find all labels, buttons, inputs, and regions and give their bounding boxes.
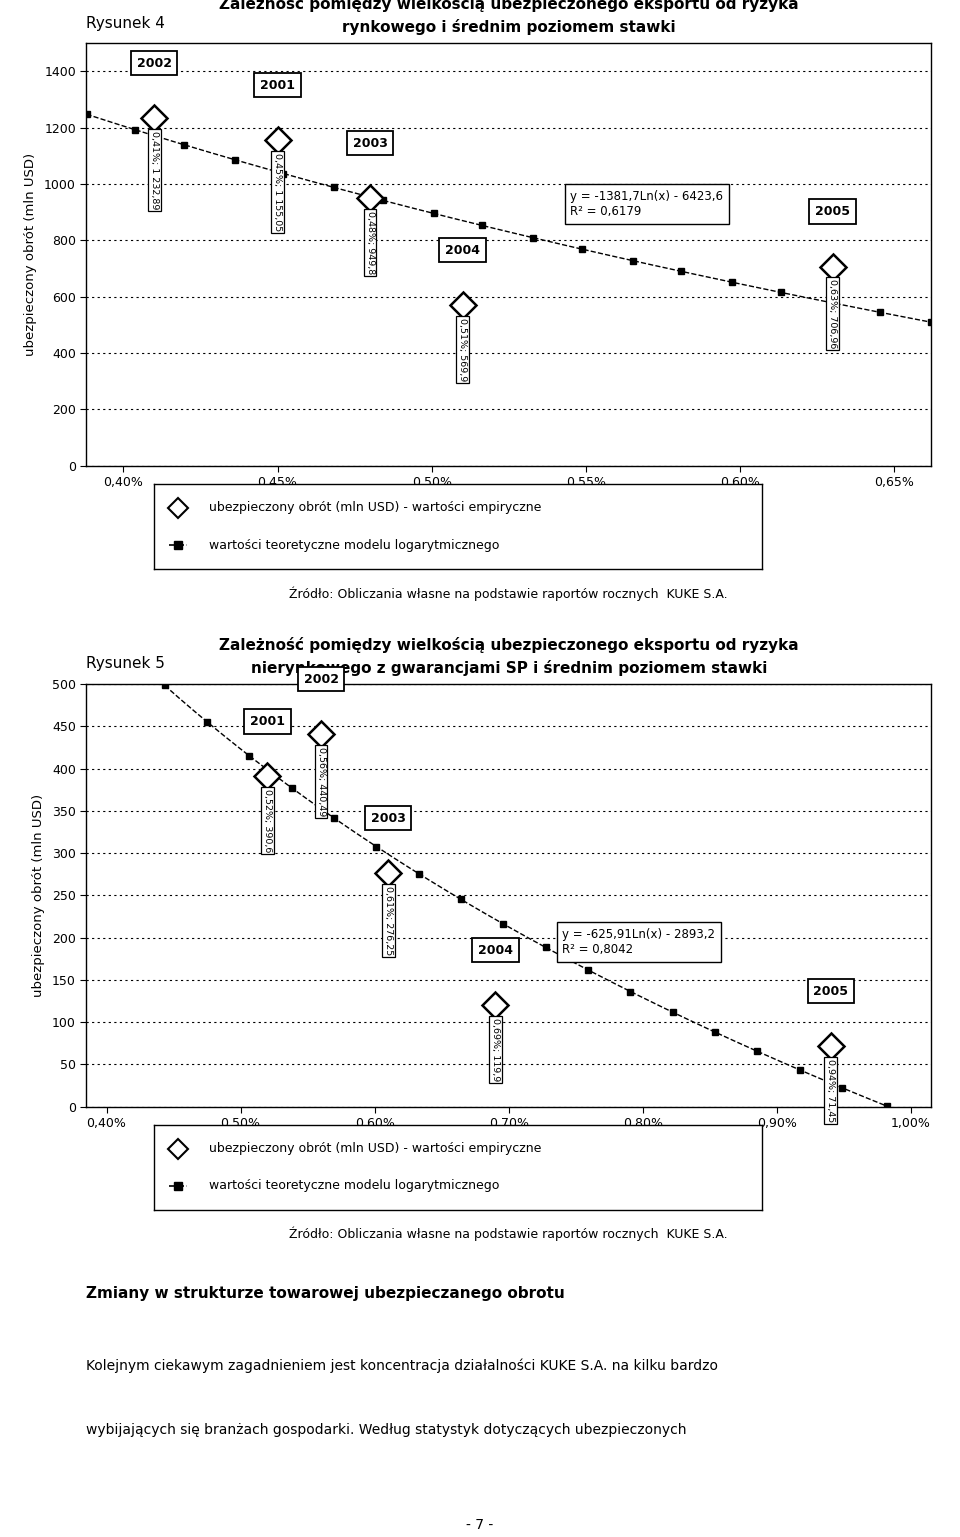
Text: 0,94%; 71,45: 0,94%; 71,45 — [827, 1059, 835, 1122]
Text: 2001: 2001 — [250, 715, 285, 729]
Text: 0,56%; 440,49: 0,56%; 440,49 — [317, 747, 325, 816]
Text: Kolejnym ciekawym zagadnieniem jest koncentracja działalności KUKE S.A. na kilku: Kolejnym ciekawym zagadnieniem jest konc… — [86, 1359, 718, 1373]
Text: 0,48%; 949,8: 0,48%; 949,8 — [366, 211, 374, 274]
Y-axis label: ubezpieczony obrót (mln USD): ubezpieczony obrót (mln USD) — [32, 793, 45, 998]
X-axis label: średnia stawka: średnia stawka — [459, 1137, 559, 1150]
Text: 2005: 2005 — [815, 204, 850, 218]
Text: y = -1381,7Ln(x) - 6423,6
R² = 0,6179: y = -1381,7Ln(x) - 6423,6 R² = 0,6179 — [570, 189, 724, 218]
Text: 2001: 2001 — [260, 78, 295, 92]
Text: ubezpieczony obrót (mln USD) - wartości empiryczne: ubezpieczony obrót (mln USD) - wartości … — [208, 1142, 541, 1156]
Text: 0,45%; 1 155,05: 0,45%; 1 155,05 — [273, 152, 282, 231]
Text: 2004: 2004 — [478, 944, 513, 958]
Text: 0,69%; 119,9: 0,69%; 119,9 — [491, 1017, 500, 1081]
Text: 2004: 2004 — [445, 244, 480, 257]
Text: ubezpieczony obrót (mln USD) - wartości empiryczne: ubezpieczony obrót (mln USD) - wartości … — [208, 501, 541, 515]
Title: Zależność pomiędzy wielkością ubezpieczonego eksportu od ryzyka
nierynkowego z g: Zależność pomiędzy wielkością ubezpieczo… — [219, 638, 799, 676]
Text: 0,61%; 276,25: 0,61%; 276,25 — [384, 885, 393, 954]
Text: 0,63%; 706,96: 0,63%; 706,96 — [828, 280, 837, 349]
Text: 0,52%; 390,6: 0,52%; 390,6 — [263, 788, 272, 853]
Text: wartości teoretyczne modelu logarytmicznego: wartości teoretyczne modelu logarytmiczn… — [208, 1179, 499, 1193]
Y-axis label: ubezpieczony obrót (mln USD): ubezpieczony obrót (mln USD) — [24, 152, 37, 357]
Text: 2005: 2005 — [813, 985, 848, 998]
Text: Rysunek 5: Rysunek 5 — [86, 656, 165, 672]
Text: 2002: 2002 — [303, 673, 339, 686]
Text: 2003: 2003 — [371, 812, 405, 825]
Text: wybijających się branżach gospodarki. Według statystyk dotyczących ubezpieczonyc: wybijających się branżach gospodarki. We… — [86, 1423, 687, 1437]
Text: 2002: 2002 — [136, 57, 172, 69]
Text: Źródło: Obliczania własne na podstawie raportów rocznych  KUKE S.A.: Źródło: Obliczania własne na podstawie r… — [290, 586, 728, 601]
Text: wartości teoretyczne modelu logarytmicznego: wartości teoretyczne modelu logarytmiczn… — [208, 538, 499, 552]
Text: Zmiany w strukturze towarowej ubezpieczanego obrotu: Zmiany w strukturze towarowej ubezpiecza… — [86, 1286, 565, 1302]
Text: 2003: 2003 — [352, 137, 388, 149]
Text: - 7 -: - 7 - — [467, 1519, 493, 1532]
Text: 0,41%; 1 232,89: 0,41%; 1 232,89 — [150, 131, 158, 209]
Text: y = -625,91Ln(x) - 2893,2
R² = 0,8042: y = -625,91Ln(x) - 2893,2 R² = 0,8042 — [563, 928, 715, 956]
Title: Zależność pomiędzy wielkością ubezpieczonego eksportu od ryzyka
rynkowego i śred: Zależność pomiędzy wielkością ubezpieczo… — [219, 0, 799, 35]
Text: Rysunek 4: Rysunek 4 — [86, 15, 165, 31]
Text: Źródło: Obliczania własne na podstawie raportów rocznych  KUKE S.A.: Źródło: Obliczania własne na podstawie r… — [290, 1227, 728, 1242]
Text: 0,51%; 569,9: 0,51%; 569,9 — [458, 318, 468, 381]
X-axis label: średnia stawka: średnia stawka — [459, 496, 559, 509]
